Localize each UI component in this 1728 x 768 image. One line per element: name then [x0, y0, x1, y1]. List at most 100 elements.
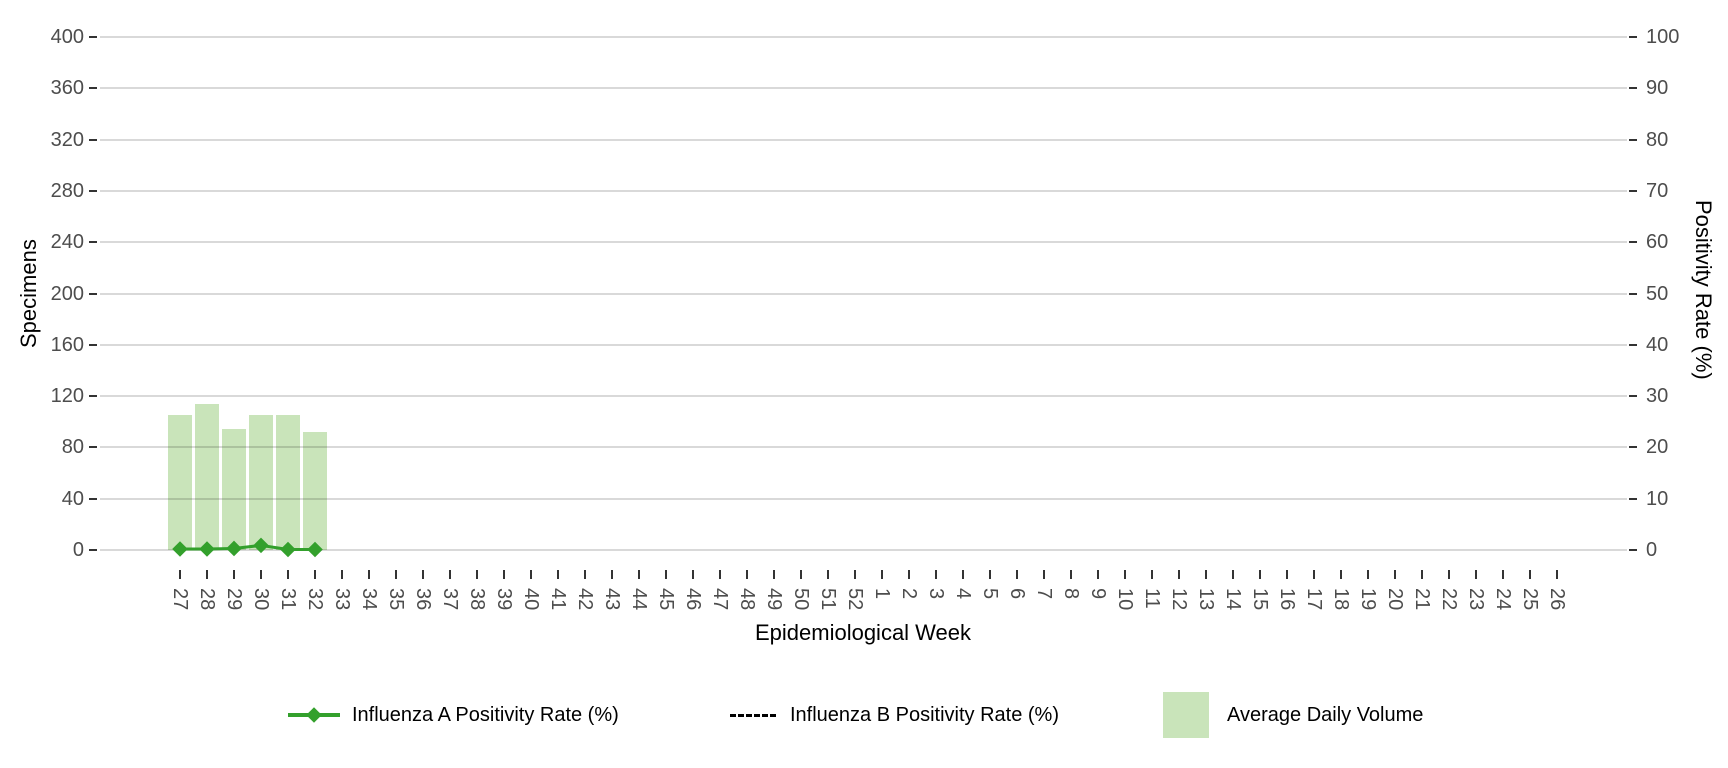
x-axis-tick-label: 30: [250, 588, 272, 611]
gridline-40: [100, 497, 1627, 500]
y-axis-tick-label-left: 160: [50, 333, 84, 356]
x-axis-tick: [1286, 570, 1288, 579]
x-axis-tick-label: 40: [520, 588, 542, 611]
x-axis-tick-label: 4: [952, 588, 974, 600]
x-axis-tick-label: 6: [1006, 588, 1028, 600]
x-axis-tick: [746, 570, 748, 579]
x-axis-tick-label: 24: [1492, 588, 1514, 611]
x-axis-tick: [1016, 570, 1018, 579]
x-axis-tick-label: 29: [223, 588, 245, 611]
x-axis-tick: [287, 570, 289, 579]
y-axis-tick-left: [89, 241, 97, 244]
volume-bar-week-32: [303, 432, 327, 550]
x-axis-tick-label: 14: [1222, 588, 1244, 611]
x-axis-tick-label: 49: [763, 588, 785, 611]
volume-bar-week-31: [276, 415, 300, 550]
x-axis-tick: [719, 570, 721, 579]
x-axis-tick: [1421, 570, 1423, 579]
y-axis-tick-label-left: 0: [72, 539, 84, 561]
y-axis-tick-label-left: 280: [50, 179, 84, 202]
y-axis-tick-label-left: 240: [50, 231, 84, 254]
y-axis-tick-label-left: 320: [50, 128, 84, 151]
y-axis-tick-right: [1629, 497, 1637, 500]
x-axis-tick: [503, 570, 505, 579]
y-axis-tick-label-right: 80: [1646, 128, 1669, 151]
y-axis-tick-label-left: 400: [50, 26, 84, 48]
x-axis-tick: [233, 570, 235, 579]
x-axis-tick-label: 27: [169, 588, 191, 611]
x-axis-tick-label: 32: [304, 588, 326, 611]
gridline-200: [100, 292, 1627, 295]
x-axis-tick: [1529, 570, 1531, 579]
x-axis-tick: [1340, 570, 1342, 579]
legend-label-average-daily-volume: Average Daily Volume: [1227, 703, 1424, 726]
y-axis-tick-right: [1629, 36, 1637, 38]
y-axis-tick-left: [89, 446, 97, 449]
y-axis-tick-label-right: 70: [1646, 179, 1669, 202]
x-axis-tick-label: 50: [790, 588, 812, 611]
x-axis-tick: [1178, 570, 1180, 579]
gridline-160: [100, 343, 1627, 346]
influenza-a-line-swatch: [288, 707, 340, 723]
x-axis-tick-label: 41: [547, 588, 569, 611]
y-axis-tick-label-right: 40: [1646, 333, 1669, 356]
x-axis-tick-label: 37: [439, 588, 461, 611]
x-axis-tick: [854, 570, 856, 579]
volume-bar-week-27: [168, 415, 192, 550]
x-axis-tick-label: 21: [1411, 588, 1433, 611]
x-axis-tick-label: 11: [1141, 588, 1163, 609]
x-axis-tick: [476, 570, 478, 579]
gridline-400: [100, 36, 1627, 38]
y-axis-tick-label-left: 360: [50, 77, 84, 100]
gridline-280: [100, 189, 1627, 192]
x-axis-tick-label: 8: [1060, 588, 1082, 600]
x-axis-tick-label: 2: [898, 588, 920, 600]
x-axis-tick-label: 1: [871, 588, 893, 600]
y-axis-tick-label-right: 50: [1646, 282, 1669, 305]
x-axis-tick: [935, 570, 937, 579]
legend-item-influenza-b: Influenza B Positivity Rate (%): [730, 692, 1059, 738]
x-axis-tick-label: 45: [655, 588, 677, 611]
x-axis-tick: [179, 570, 181, 579]
x-axis-tick: [1232, 570, 1234, 579]
y-axis-tick-right: [1629, 343, 1637, 346]
x-axis-tick-label: 15: [1249, 588, 1271, 611]
x-axis-tick: [422, 570, 424, 579]
legend-item-influenza-a: Influenza A Positivity Rate (%): [288, 692, 619, 738]
x-axis-tick: [800, 570, 802, 579]
x-axis-tick: [395, 570, 397, 579]
x-axis-tick: [1043, 570, 1045, 579]
influenza-b-dashed-line-swatch: [730, 713, 776, 717]
y-axis-tick-label-left: 40: [61, 487, 84, 510]
x-axis-tick-label: 48: [736, 588, 758, 611]
x-axis-tick-label: 25: [1519, 588, 1541, 611]
x-axis-tick: [206, 570, 208, 579]
x-axis-tick: [1124, 570, 1126, 579]
x-axis-tick-label: 7: [1033, 588, 1055, 600]
y-axis-tick-label-left: 200: [50, 282, 84, 305]
x-axis-tick-label: 33: [331, 588, 353, 611]
gridline-320: [100, 138, 1627, 141]
x-axis-tick-label: 39: [493, 588, 515, 611]
x-axis-tick-label: 22: [1438, 588, 1460, 611]
x-axis-tick: [449, 570, 451, 579]
y-axis-tick-left: [89, 138, 97, 141]
x-axis-tick-label: 20: [1384, 588, 1406, 611]
x-axis-tick: [1205, 570, 1207, 579]
average-daily-volume-swatch: [1163, 692, 1209, 738]
x-axis-tick: [1448, 570, 1450, 579]
y-axis-tick-left: [89, 292, 97, 295]
x-axis-tick-label: 12: [1168, 588, 1190, 611]
x-axis-tick: [1259, 570, 1261, 579]
y-axis-tick-label-left: 120: [50, 385, 84, 408]
x-axis-tick: [260, 570, 262, 579]
gridline-80: [100, 446, 1627, 449]
y-axis-tick-right: [1629, 138, 1637, 141]
x-axis-tick: [1475, 570, 1477, 579]
y-axis-tick-left: [89, 395, 97, 398]
y-axis-tick-left: [89, 36, 97, 38]
volume-bar-week-30: [249, 415, 273, 550]
x-axis-tick-label: 52: [844, 588, 866, 611]
x-axis-tick-label: 44: [628, 588, 650, 611]
